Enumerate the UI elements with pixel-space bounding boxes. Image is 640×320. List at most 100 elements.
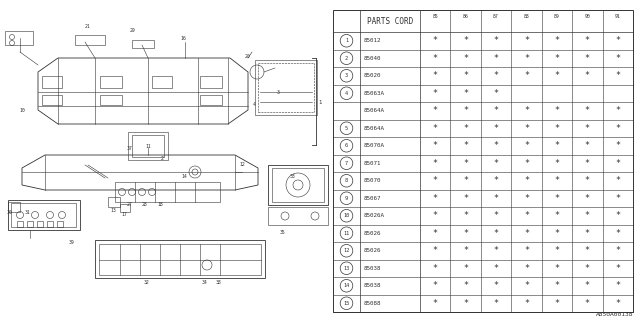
Text: *: * — [585, 264, 590, 273]
Text: *: * — [554, 194, 559, 203]
Text: *: * — [433, 229, 438, 238]
Text: *: * — [433, 264, 438, 273]
Text: 1: 1 — [345, 38, 348, 43]
Text: 85070: 85070 — [364, 178, 381, 183]
Bar — [100, 76, 122, 88]
Text: *: * — [524, 246, 529, 255]
Text: *: * — [524, 211, 529, 220]
Text: *: * — [433, 124, 438, 133]
Text: *: * — [493, 176, 499, 185]
Text: *: * — [524, 281, 529, 290]
Text: 16: 16 — [180, 36, 186, 41]
Text: 11: 11 — [344, 231, 349, 236]
Text: *: * — [615, 36, 620, 45]
Text: 4: 4 — [345, 91, 348, 96]
Text: 34: 34 — [202, 279, 208, 284]
Text: *: * — [433, 246, 438, 255]
Text: *: * — [615, 106, 620, 115]
Text: 85067: 85067 — [364, 196, 381, 201]
Text: *: * — [433, 194, 438, 203]
Text: 11: 11 — [145, 145, 151, 149]
Text: 37: 37 — [127, 146, 133, 150]
Text: *: * — [493, 124, 499, 133]
Text: 10: 10 — [19, 108, 25, 113]
Text: *: * — [524, 176, 529, 185]
Bar — [57, 221, 63, 227]
Bar — [115, 182, 220, 202]
Bar — [27, 221, 33, 227]
Text: *: * — [463, 194, 468, 203]
Text: 27: 27 — [127, 202, 133, 206]
Text: *: * — [463, 264, 468, 273]
Text: 85: 85 — [433, 14, 438, 19]
Text: 85026: 85026 — [364, 231, 381, 236]
Text: *: * — [524, 141, 529, 150]
Bar — [8, 202, 20, 212]
Text: *: * — [493, 299, 499, 308]
Text: *: * — [585, 159, 590, 168]
Text: 90: 90 — [584, 14, 590, 19]
Text: *: * — [524, 124, 529, 133]
Bar — [120, 204, 130, 212]
Text: *: * — [493, 36, 499, 45]
Text: 85071: 85071 — [364, 161, 381, 166]
Text: 3: 3 — [276, 90, 280, 94]
Text: *: * — [463, 281, 468, 290]
Text: PARTS CORD: PARTS CORD — [367, 17, 413, 26]
Text: 39: 39 — [69, 239, 75, 244]
Text: 7: 7 — [345, 161, 348, 166]
Text: *: * — [524, 299, 529, 308]
Text: *: * — [585, 281, 590, 290]
Bar — [99, 244, 261, 275]
Text: *: * — [493, 54, 499, 63]
Bar — [132, 40, 154, 48]
Bar — [100, 95, 122, 105]
Text: 30: 30 — [7, 210, 13, 214]
Text: *: * — [433, 36, 438, 45]
Text: 13: 13 — [110, 207, 116, 212]
Text: *: * — [433, 299, 438, 308]
Bar — [132, 135, 164, 157]
Text: 33: 33 — [290, 174, 296, 180]
Text: *: * — [585, 141, 590, 150]
Text: 12: 12 — [239, 163, 245, 167]
Text: *: * — [554, 54, 559, 63]
Text: 85012: 85012 — [364, 38, 381, 43]
Text: *: * — [524, 54, 529, 63]
Text: *: * — [463, 246, 468, 255]
Text: *: * — [493, 229, 499, 238]
Bar — [255, 60, 317, 115]
Text: 13: 13 — [344, 266, 349, 271]
Text: *: * — [554, 264, 559, 273]
Bar — [268, 165, 328, 205]
Text: 4: 4 — [253, 102, 255, 108]
Text: 5: 5 — [345, 126, 348, 131]
Text: 85040: 85040 — [364, 56, 381, 61]
Text: *: * — [615, 176, 620, 185]
Text: *: * — [463, 141, 468, 150]
Text: 6: 6 — [345, 143, 348, 148]
Text: *: * — [554, 211, 559, 220]
Text: 85063A: 85063A — [364, 91, 385, 96]
Text: *: * — [615, 299, 620, 308]
Text: A850A00138: A850A00138 — [595, 312, 633, 317]
Text: 12: 12 — [344, 248, 349, 253]
Text: *: * — [433, 281, 438, 290]
Text: *: * — [554, 71, 559, 80]
Text: *: * — [585, 124, 590, 133]
Text: *: * — [615, 246, 620, 255]
Text: *: * — [615, 281, 620, 290]
Text: *: * — [524, 159, 529, 168]
Text: *: * — [493, 211, 499, 220]
Text: *: * — [585, 54, 590, 63]
Text: *: * — [585, 71, 590, 80]
Text: *: * — [463, 106, 468, 115]
Text: *: * — [433, 89, 438, 98]
Text: *: * — [585, 176, 590, 185]
Text: 85070A: 85070A — [364, 143, 385, 148]
Text: *: * — [615, 71, 620, 80]
Text: *: * — [524, 71, 529, 80]
Bar — [75, 35, 105, 45]
Text: *: * — [615, 264, 620, 273]
Bar — [42, 95, 62, 105]
